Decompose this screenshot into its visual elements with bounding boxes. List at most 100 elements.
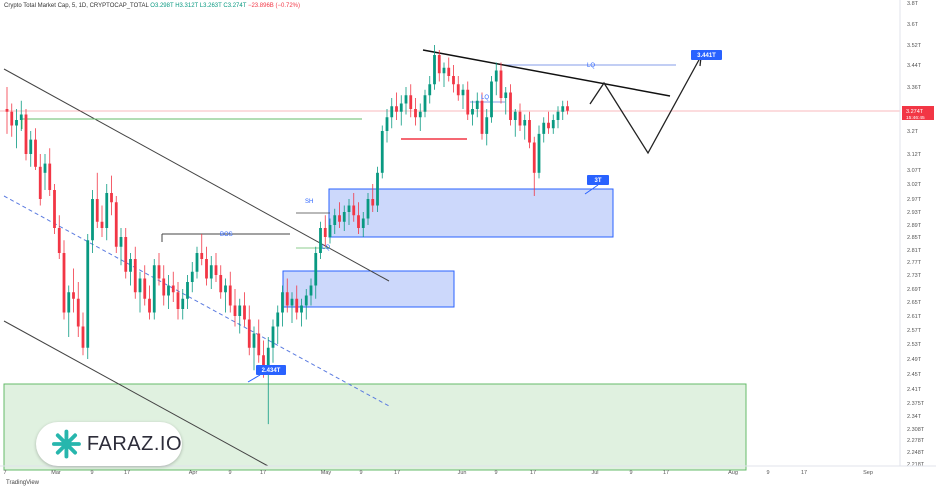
time-tick-label: 7 xyxy=(3,470,6,476)
candle-body xyxy=(190,271,194,282)
time-tick-label: 17 xyxy=(394,470,400,476)
candle-body xyxy=(528,120,531,143)
price-tick-label: 2.34T xyxy=(907,414,922,420)
candle-body xyxy=(162,278,166,296)
bos-label: BOS xyxy=(220,232,233,238)
price-tick-label: 2.61T xyxy=(907,314,922,320)
candle-body xyxy=(471,109,474,115)
channel-upper-line xyxy=(3,68,390,282)
time-tick-label: May xyxy=(321,470,332,476)
candle-body xyxy=(338,215,341,222)
candle-body xyxy=(100,221,104,228)
candle-body xyxy=(186,282,189,299)
candle-body xyxy=(138,278,142,293)
channel-mid-line xyxy=(3,195,390,407)
zone-mid-pointer xyxy=(584,184,599,195)
candle-body xyxy=(281,292,284,313)
candle-body xyxy=(556,111,560,120)
order-block-upper xyxy=(328,188,614,238)
candle-body xyxy=(53,190,56,228)
candle-body xyxy=(333,215,337,225)
close-value: C3.274T xyxy=(223,3,247,9)
time-tick-label: 17 xyxy=(801,470,807,476)
channel-lower-line xyxy=(3,320,269,467)
price-tick-label: 2.308T xyxy=(907,427,925,433)
candle-body xyxy=(105,193,109,228)
candle-body xyxy=(34,139,37,167)
candle-body xyxy=(176,292,180,309)
candle-body xyxy=(361,218,365,228)
candle-body xyxy=(466,89,470,115)
tradingview-logo[interactable]: TradingView xyxy=(6,480,39,486)
candle-body xyxy=(48,163,52,190)
candle-body xyxy=(238,305,242,316)
candle-body xyxy=(243,305,246,320)
candle-body xyxy=(547,122,550,129)
chart-header: Crypto Total Market Cap, 5, 1D, CRYPTOCA… xyxy=(4,3,300,9)
candle-body xyxy=(309,285,313,296)
candle-body xyxy=(328,225,332,237)
candle-body xyxy=(252,333,256,348)
time-tick-label: Sep xyxy=(863,470,873,476)
candle-body xyxy=(143,278,147,299)
open-value: O3.298T xyxy=(150,3,174,9)
price-tick-label: 3.6T xyxy=(907,22,919,28)
candle-body xyxy=(461,89,465,96)
candle-body xyxy=(428,84,432,96)
candle-body xyxy=(319,228,322,253)
candle-body xyxy=(395,106,398,112)
price-tick-label: 2.89T xyxy=(907,223,922,229)
sh-label: SH xyxy=(305,199,313,205)
candle-body xyxy=(224,285,227,293)
candle-body xyxy=(57,228,61,253)
candle-body xyxy=(314,253,318,286)
time-tick-label: 17 xyxy=(530,470,536,476)
candle-body xyxy=(504,92,508,98)
candle-body xyxy=(29,139,33,154)
price-tick-label: 2.57T xyxy=(907,328,922,334)
candle-body xyxy=(480,100,484,134)
candle-body xyxy=(357,215,360,228)
candle-body xyxy=(304,295,308,306)
candle-body xyxy=(262,355,265,374)
time-tick-label: 9 xyxy=(90,470,93,476)
target-high-badge-bg xyxy=(691,50,722,60)
candle-body xyxy=(133,259,137,293)
candle-body xyxy=(38,166,42,199)
candle-body xyxy=(376,172,379,206)
target-high-badge: 3.441T xyxy=(697,53,716,59)
lq-mid-label: LQ xyxy=(481,95,489,101)
candle-body xyxy=(523,120,527,126)
candle-body xyxy=(366,199,370,219)
candle-body xyxy=(195,253,199,272)
candle-body xyxy=(114,202,118,247)
candle-body xyxy=(404,95,408,104)
candle-body xyxy=(247,319,251,348)
candle-body xyxy=(537,133,541,173)
candle-body xyxy=(124,237,128,272)
price-tick-label: 2.69T xyxy=(907,287,922,293)
candle-body xyxy=(561,106,565,112)
time-tick-label: 17 xyxy=(663,470,669,476)
time-tick-label: Mar xyxy=(51,470,61,476)
candle-body xyxy=(171,285,175,293)
candle-body xyxy=(15,120,18,126)
price-tick-label: 2.45T xyxy=(907,372,922,378)
price-tick-label: 2.278T xyxy=(907,438,925,444)
time-tick-label: 17 xyxy=(124,470,130,476)
candle-body xyxy=(423,95,427,112)
price-tick-label: 2.65T xyxy=(907,300,922,306)
zone-mid-badge-bg xyxy=(587,175,609,185)
low-value: L3.263T xyxy=(199,3,222,9)
candle-body xyxy=(542,122,546,134)
price-tick-label: 2.218T xyxy=(907,462,925,468)
time-tick-label: Jul xyxy=(591,470,598,476)
candle-body xyxy=(209,265,213,279)
candle-body xyxy=(24,114,28,154)
candle-body xyxy=(266,347,270,374)
time-tick-label: 17 xyxy=(260,470,266,476)
candle-body xyxy=(228,285,232,306)
change-value: −23.896B (−0.72%) xyxy=(247,3,300,9)
candle-body xyxy=(72,292,75,299)
